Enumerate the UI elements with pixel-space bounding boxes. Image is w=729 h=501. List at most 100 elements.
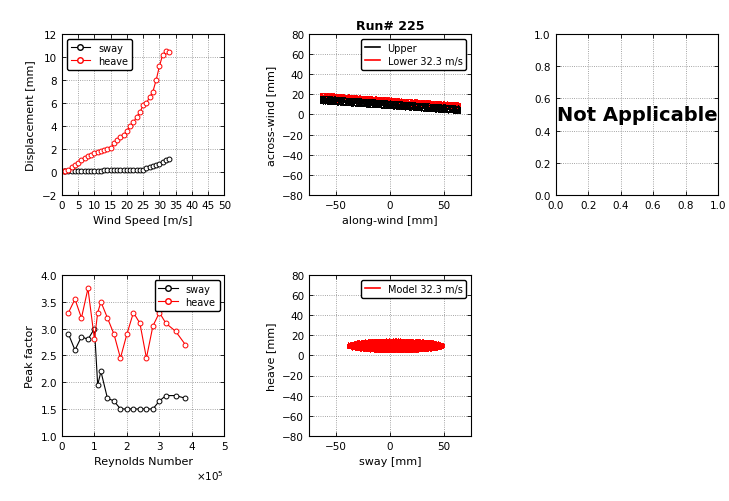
Point [361, 102, 373, 110]
Point [333, 98, 345, 106]
Point [391, 99, 403, 107]
Point [356, 346, 367, 354]
Point [453, 100, 465, 108]
Point [378, 335, 389, 343]
Point [396, 101, 408, 109]
Point [378, 103, 390, 111]
Point [415, 97, 426, 105]
Point [360, 344, 372, 352]
Point [428, 107, 440, 115]
Point [373, 337, 384, 345]
Point [372, 343, 383, 351]
Point [364, 341, 375, 349]
Point [350, 342, 362, 350]
Point [398, 338, 410, 346]
Point [365, 339, 377, 347]
Point [439, 106, 451, 114]
Point [432, 339, 444, 347]
Point [423, 338, 434, 346]
Point [331, 94, 343, 102]
Point [357, 346, 369, 354]
Point [319, 96, 331, 104]
Point [366, 339, 378, 347]
Point [415, 340, 426, 348]
Point [405, 339, 416, 347]
Point [397, 343, 408, 351]
Point [364, 100, 376, 108]
Point [418, 346, 430, 354]
Point [388, 345, 399, 353]
Point [428, 339, 440, 347]
Point [360, 338, 372, 346]
Point [354, 341, 366, 349]
Point [346, 342, 357, 350]
Point [348, 341, 359, 349]
Point [403, 346, 415, 354]
Point [419, 342, 431, 350]
Point [416, 337, 428, 345]
Point [381, 345, 393, 353]
Point [375, 343, 386, 351]
Point [399, 99, 411, 107]
Point [422, 103, 434, 111]
Point [354, 346, 366, 354]
Point [366, 345, 378, 353]
Point [425, 99, 437, 107]
Point [394, 106, 406, 114]
Point [331, 96, 343, 104]
Point [386, 341, 398, 349]
Point [416, 343, 427, 351]
Point [402, 343, 413, 351]
Point [380, 341, 391, 349]
Point [362, 340, 373, 348]
Point [433, 100, 445, 108]
Point [374, 338, 386, 346]
Point [432, 341, 444, 349]
Point [436, 340, 448, 348]
Point [394, 342, 405, 350]
Point [454, 106, 466, 114]
Point [445, 102, 457, 110]
Point [423, 340, 434, 348]
Point [429, 99, 441, 107]
Point [347, 338, 359, 346]
Point [410, 348, 422, 356]
Point [423, 340, 434, 348]
Point [357, 340, 369, 348]
Point [416, 347, 428, 355]
Point [441, 101, 453, 109]
Point [323, 93, 335, 101]
Point [403, 345, 415, 353]
Point [399, 347, 411, 355]
Point [383, 348, 394, 356]
Point [372, 102, 383, 110]
Point [415, 339, 426, 347]
Point [359, 340, 371, 348]
Point [327, 94, 339, 102]
Point [388, 341, 399, 349]
Point [444, 107, 456, 115]
Point [428, 341, 440, 349]
Point [362, 340, 373, 348]
Point [399, 102, 411, 110]
Point [374, 341, 386, 349]
Point [381, 335, 392, 343]
Point [432, 107, 444, 115]
Point [395, 339, 407, 347]
Point [421, 340, 432, 348]
Point [364, 342, 375, 350]
Point [376, 342, 388, 350]
Point [429, 340, 441, 348]
Point [333, 94, 345, 102]
Point [419, 341, 431, 349]
Point [394, 345, 406, 353]
Point [337, 99, 348, 107]
Point [399, 344, 410, 352]
Point [428, 340, 440, 348]
Point [378, 94, 390, 102]
Point [426, 103, 437, 111]
Point [418, 347, 430, 355]
Point [391, 347, 403, 355]
Point [416, 339, 428, 347]
Point [364, 339, 375, 347]
